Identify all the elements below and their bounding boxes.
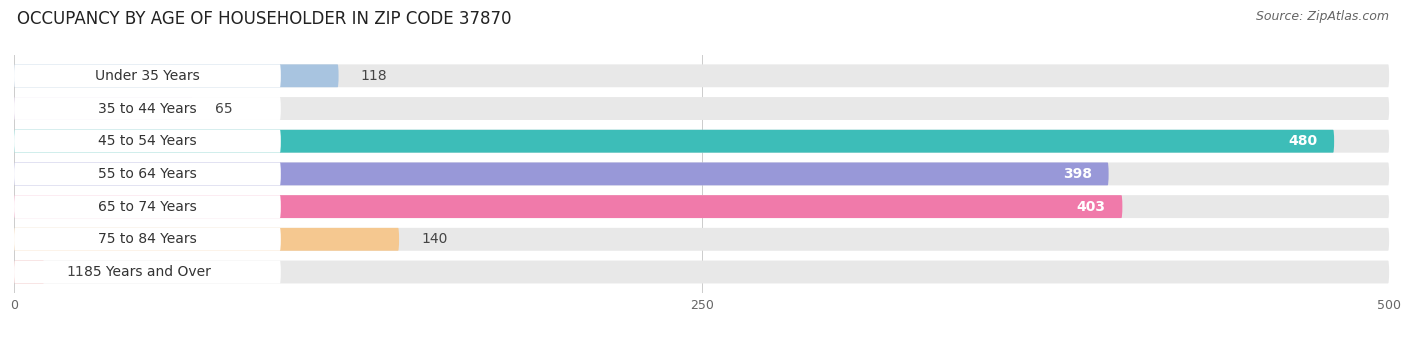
FancyBboxPatch shape	[14, 97, 1389, 120]
Text: 398: 398	[1063, 167, 1092, 181]
Text: 140: 140	[420, 232, 447, 246]
FancyBboxPatch shape	[14, 130, 1389, 153]
Text: 118: 118	[360, 69, 387, 83]
FancyBboxPatch shape	[14, 261, 1389, 283]
Text: Under 35 Years: Under 35 Years	[96, 69, 200, 83]
Text: 65 to 74 Years: 65 to 74 Years	[98, 199, 197, 213]
FancyBboxPatch shape	[14, 228, 399, 251]
Text: 45 to 54 Years: 45 to 54 Years	[98, 134, 197, 148]
FancyBboxPatch shape	[14, 195, 1122, 218]
FancyBboxPatch shape	[14, 162, 1108, 186]
Text: 35 to 44 Years: 35 to 44 Years	[98, 102, 197, 116]
FancyBboxPatch shape	[14, 97, 281, 120]
FancyBboxPatch shape	[14, 64, 281, 87]
Text: 65: 65	[215, 102, 232, 116]
FancyBboxPatch shape	[14, 195, 1389, 218]
FancyBboxPatch shape	[14, 130, 1334, 153]
FancyBboxPatch shape	[14, 64, 1389, 87]
Text: Source: ZipAtlas.com: Source: ZipAtlas.com	[1256, 10, 1389, 23]
Text: 85 Years and Over: 85 Years and Over	[84, 265, 211, 279]
Text: 11: 11	[66, 265, 84, 279]
FancyBboxPatch shape	[14, 162, 281, 186]
Text: 75 to 84 Years: 75 to 84 Years	[98, 232, 197, 246]
FancyBboxPatch shape	[14, 97, 193, 120]
FancyBboxPatch shape	[14, 162, 1389, 186]
FancyBboxPatch shape	[14, 130, 281, 153]
FancyBboxPatch shape	[14, 261, 45, 283]
Text: 480: 480	[1288, 134, 1317, 148]
FancyBboxPatch shape	[14, 64, 339, 87]
Text: OCCUPANCY BY AGE OF HOUSEHOLDER IN ZIP CODE 37870: OCCUPANCY BY AGE OF HOUSEHOLDER IN ZIP C…	[17, 10, 512, 28]
Text: 55 to 64 Years: 55 to 64 Years	[98, 167, 197, 181]
FancyBboxPatch shape	[14, 195, 281, 218]
FancyBboxPatch shape	[14, 228, 1389, 251]
Text: 403: 403	[1077, 199, 1107, 213]
FancyBboxPatch shape	[14, 261, 281, 283]
FancyBboxPatch shape	[14, 228, 281, 251]
